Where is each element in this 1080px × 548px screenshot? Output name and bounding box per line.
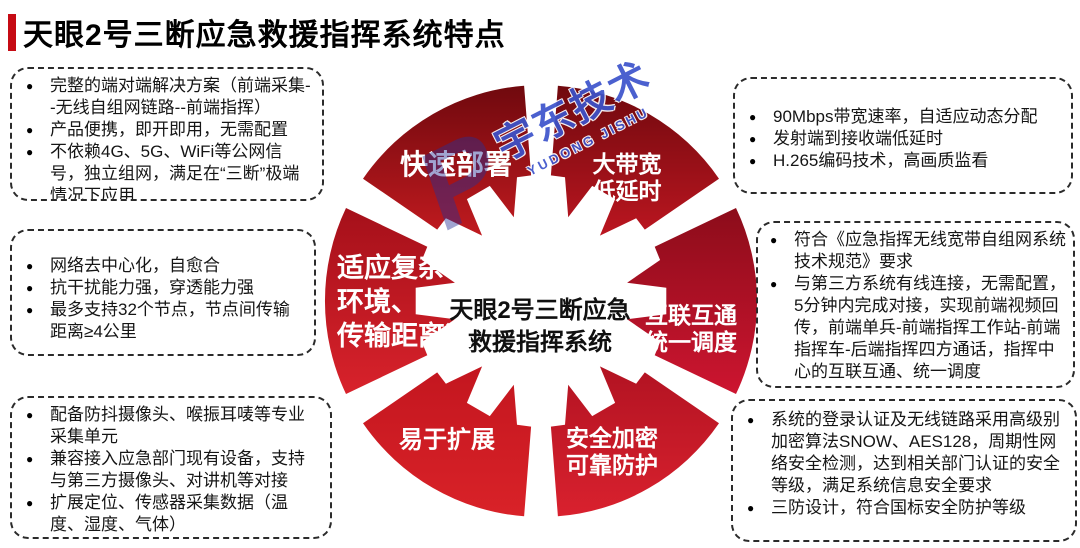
bullet-item: 90Mbps带宽速率，自适应动态分配 bbox=[741, 106, 1061, 128]
wheel-center-label: 天眼2号三断应急 救援指挥系统 bbox=[449, 295, 630, 359]
bullet-item: 系统的登录认证及无线链路采用高级别加密算法SNOW、AES128，周期性网络安全… bbox=[739, 409, 1065, 497]
segment-label-line: 低延时 bbox=[592, 178, 662, 204]
bullet-item: 不依赖4G、5G、WiFi等公网信号，独立组网，满足在“三断”极端情况下应用 bbox=[18, 141, 312, 199]
title-bar: 天眼2号三断应急救援指挥系统特点 bbox=[8, 10, 506, 54]
wheel-segment-label-secure: 安全加密 可靠防护 bbox=[566, 425, 658, 479]
center-label-line: 天眼2号三断应急 bbox=[449, 297, 631, 324]
bullet-item: 网络去中心化，自愈合 bbox=[18, 255, 304, 277]
bullet-list: 配备防抖摄像头、喉振耳唛等专业采集单元 兼容接入应急部门现有设备，支持与第三方摄… bbox=[18, 404, 320, 536]
segment-label-line: 环境、 bbox=[337, 287, 418, 317]
segment-label-line: 易于扩展 bbox=[399, 426, 495, 454]
bullet-item: 符合《应急指挥无线宽带自组网系统技术规范》要求 bbox=[762, 229, 1067, 273]
bullet-list: 90Mbps带宽速率，自适应动态分配 发射端到接收端低延时 H.265编码技术，… bbox=[741, 106, 1061, 172]
bullet-item: H.265编码技术，高画质监看 bbox=[741, 150, 1061, 172]
bullet-list: 符合《应急指挥无线宽带自组网系统技术规范》要求 与第三方系统有线连接，无需配置，… bbox=[762, 229, 1067, 383]
feature-box-bandwidth: 90Mbps带宽速率，自适应动态分配 发射端到接收端低延时 H.265编码技术，… bbox=[733, 77, 1073, 194]
wheel-segment-label-interconnect: 互联互通 统一调度 bbox=[645, 302, 737, 356]
segment-label-line: 可靠防护 bbox=[566, 452, 658, 478]
bullet-list: 系统的登录认证及无线链路采用高级别加密算法SNOW、AES128，周期性网络安全… bbox=[739, 409, 1065, 519]
segment-label-line: 传输距离远 bbox=[337, 321, 472, 351]
wheel-segment-label-expansion: 易于扩展 bbox=[399, 420, 495, 455]
bullet-item: 最多支持32个节点，节点间传输距离≥4公里 bbox=[18, 299, 304, 343]
bullet-item: 兼容接入应急部门现有设备，支持与第三方摄像头、对讲机等对接 bbox=[18, 448, 320, 492]
wheel-segment-label-high-bandwidth: 大带宽 低延时 bbox=[593, 151, 662, 205]
bullet-item: 发射端到接收端低延时 bbox=[741, 128, 1061, 150]
bullet-item: 配备防抖摄像头、喉振耳唛等专业采集单元 bbox=[18, 404, 320, 448]
feature-box-capture-units: 配备防抖摄像头、喉振耳唛等专业采集单元 兼容接入应急部门现有设备，支持与第三方摄… bbox=[10, 396, 332, 539]
bullet-item: 扩展定位、传感器采集数据（温度、湿度、气体） bbox=[18, 492, 320, 536]
bullet-item: 产品便携，即开即用，无需配置 bbox=[18, 119, 312, 141]
bullet-item: 抗干扰能力强，穿透能力强 bbox=[18, 277, 304, 299]
feature-box-interconnect-standard: 符合《应急指挥无线宽带自组网系统技术规范》要求 与第三方系统有线连接，无需配置，… bbox=[756, 221, 1075, 388]
segment-label-line: 统一调度 bbox=[645, 329, 737, 355]
bullet-item: 完整的端对端解决方案（前端采集--无线自组网链路--前端指挥） bbox=[18, 75, 312, 119]
segment-label-line: 互联互通 bbox=[645, 302, 737, 328]
wheel-segment-interconnect-unified-dispatch bbox=[627, 208, 758, 394]
bullet-item: 三防设计，符合国标安全防护等级 bbox=[739, 497, 1065, 519]
bullet-list: 完整的端对端解决方案（前端采集--无线自组网链路--前端指挥） 产品便携，即开即… bbox=[18, 75, 312, 199]
feature-box-end-to-end: 完整的端对端解决方案（前端采集--无线自组网链路--前端指挥） 产品便携，即开即… bbox=[10, 67, 324, 201]
center-label-line: 救援指挥系统 bbox=[467, 329, 612, 356]
page-title: 天眼2号三断应急救援指挥系统特点 bbox=[23, 19, 506, 52]
feature-box-network-decentralized: 网络去中心化，自愈合 抗干扰能力强，穿透能力强 最多支持32个节点，节点间传输距… bbox=[10, 229, 316, 356]
bullet-item: 与第三方系统有线连接，无需配置，5分钟内完成对接，实现前端视频回传，前端单兵-前… bbox=[762, 273, 1067, 383]
wheel-segment-label-adapt-environment: 适应复杂 环境、 传输距离远 bbox=[337, 251, 472, 353]
bullet-list: 网络去中心化，自愈合 抗干扰能力强，穿透能力强 最多支持32个节点，节点间传输距… bbox=[18, 255, 304, 343]
segment-label-line: 适应复杂 bbox=[337, 253, 445, 283]
segment-label-line: 大带宽 bbox=[592, 151, 662, 177]
feature-box-security: 系统的登录认证及无线链路采用高级别加密算法SNOW、AES128，周期性网络安全… bbox=[731, 399, 1077, 542]
segment-label-line: 安全加密 bbox=[566, 425, 658, 451]
title-accent-bar bbox=[8, 13, 16, 51]
